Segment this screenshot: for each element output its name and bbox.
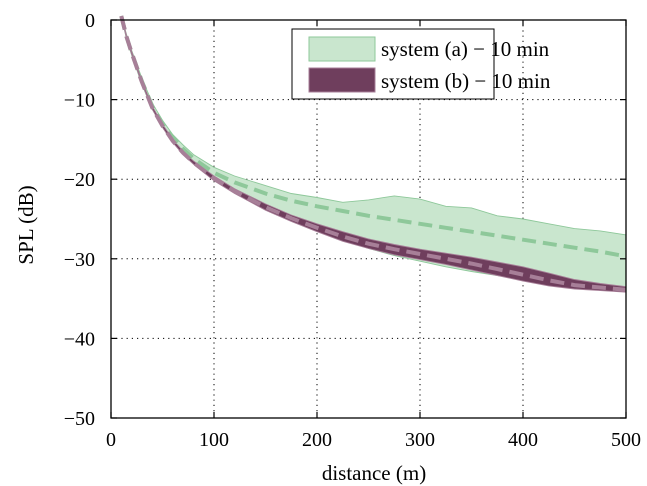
y-axis-label: SPL (dB)	[14, 185, 38, 264]
tick-label-layer: 0 100 200 300 400 500 0 −10 −20 −30 −40 −50	[64, 10, 641, 451]
plot-frame	[110, 19, 627, 419]
y-tick-label-20: −20	[64, 169, 95, 191]
mean-line-system-a	[119, 15, 627, 259]
legend-label-system-a: system (a) − 10 min	[381, 37, 550, 61]
y-tick-label-30: −30	[64, 249, 95, 271]
x-tick-label-100: 100	[199, 429, 229, 451]
x-tick-label-0: 0	[106, 429, 116, 451]
x-axis-label: distance (m)	[322, 461, 426, 485]
x-tick-label-200: 200	[302, 429, 332, 451]
y-tick-label-40: −40	[64, 328, 95, 350]
legend-label-system-b: system (b) − 10 min	[381, 69, 551, 93]
x-tick-label-500: 500	[611, 429, 641, 451]
mean-line-layer	[119, 15, 627, 292]
mean-line-system-b	[119, 15, 627, 292]
legend-swatch-system-a	[308, 36, 376, 62]
x-tick-label-300: 300	[405, 429, 435, 451]
x-tick-label-400: 400	[508, 429, 538, 451]
tick-layer	[110, 19, 627, 419]
y-tick-label-0: 0	[85, 10, 95, 32]
y-tick-label-50: −50	[64, 408, 95, 430]
legend: system (a) − 10 min system (b) − 10 min	[291, 28, 551, 100]
y-tick-label-10: −10	[64, 90, 95, 112]
legend-swatch-system-b	[308, 67, 376, 93]
